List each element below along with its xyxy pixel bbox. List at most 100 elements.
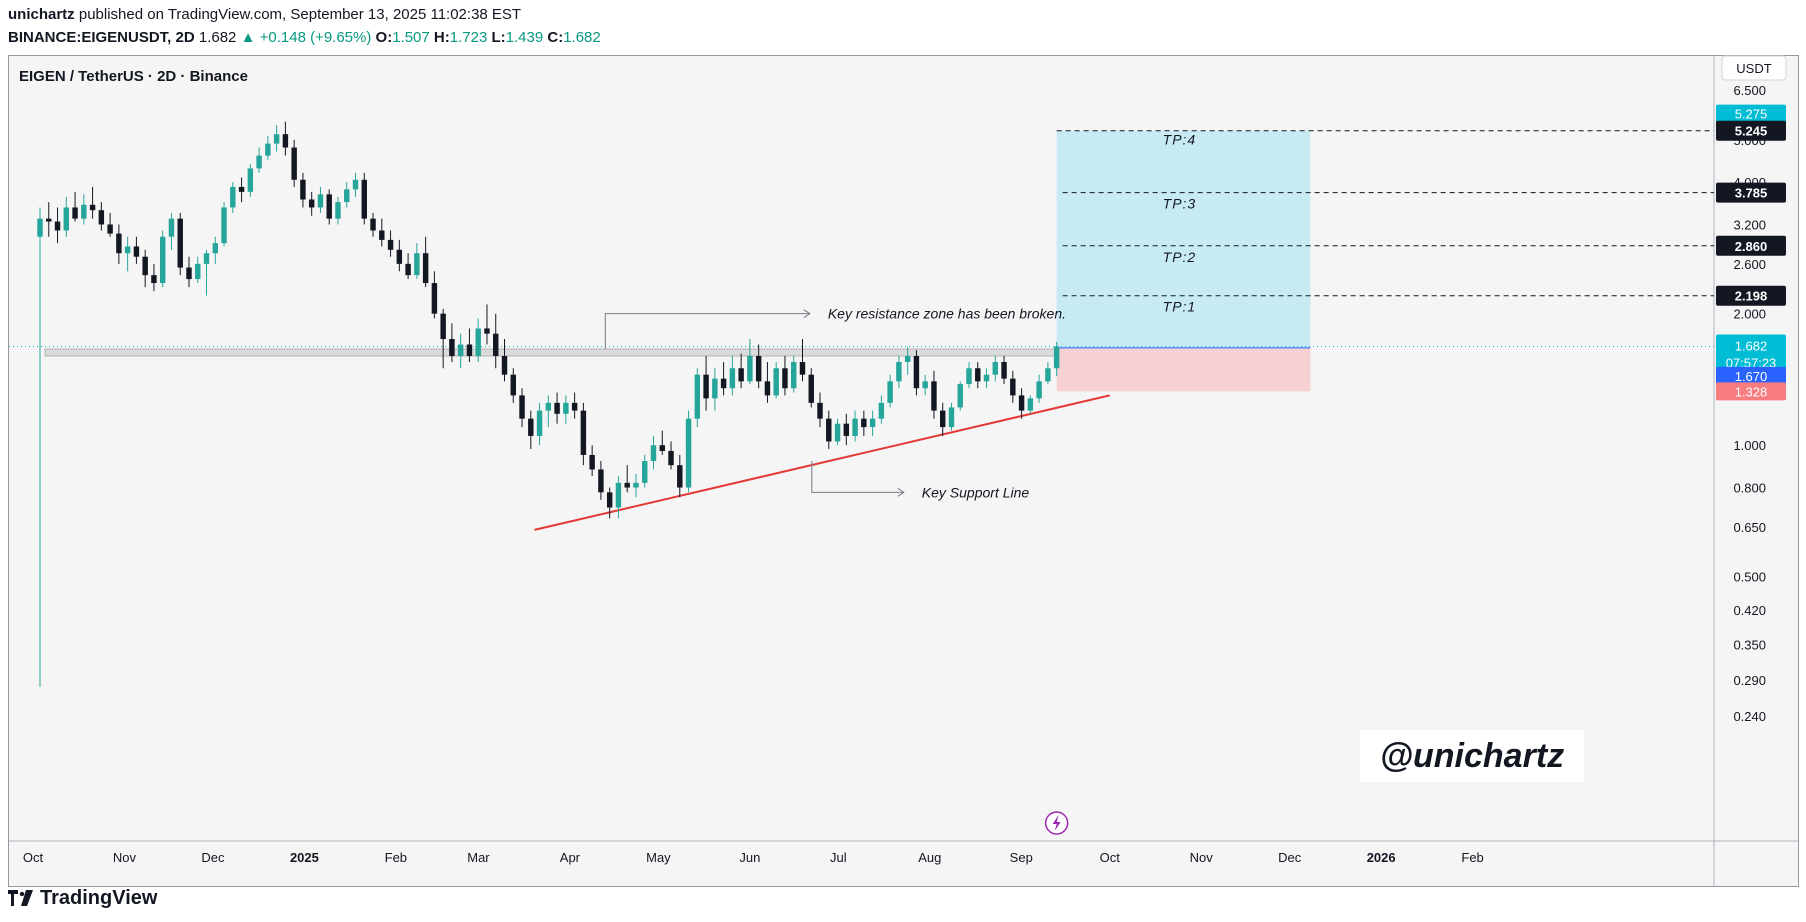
y-tick-label: 0.240 bbox=[1733, 709, 1766, 724]
candle-body bbox=[624, 482, 630, 488]
candle-body bbox=[247, 168, 254, 192]
price-label-bg bbox=[1716, 104, 1786, 123]
candle-body bbox=[1027, 398, 1034, 411]
candle-body bbox=[791, 362, 797, 389]
candle-body bbox=[46, 218, 52, 222]
candle-body bbox=[633, 482, 639, 488]
x-tick-label: Oct bbox=[1100, 850, 1121, 865]
price-label: 1.328 bbox=[1735, 384, 1768, 399]
candle-body bbox=[1036, 381, 1042, 399]
candle-body bbox=[124, 246, 131, 254]
candle-body bbox=[344, 189, 350, 203]
close-value: 1.682 bbox=[563, 29, 601, 46]
price-label: 3.785 bbox=[1735, 186, 1768, 201]
plot-area[interactable]: TP:1 TP:2 TP:3 TP:4 Key resistance zone has … bbox=[9, 121, 1714, 835]
candle-body bbox=[422, 253, 429, 284]
candle-body bbox=[212, 243, 219, 254]
tradingview-logo[interactable]: TradingView bbox=[8, 886, 157, 910]
candle-body bbox=[54, 221, 61, 231]
candle-body bbox=[37, 218, 43, 237]
x-tick-label: Feb bbox=[1461, 850, 1483, 865]
tp-label: TP:3 bbox=[1163, 196, 1197, 212]
x-tick-label: Oct bbox=[23, 850, 44, 865]
y-tick-label: 0.420 bbox=[1733, 603, 1766, 618]
support-line bbox=[534, 394, 1110, 531]
candle-body bbox=[98, 210, 105, 225]
price-label: 5.245 bbox=[1735, 124, 1768, 139]
candle-body bbox=[563, 402, 569, 414]
bar-countdown: 07:57:23 bbox=[1726, 356, 1777, 371]
candle-body bbox=[396, 249, 403, 264]
candle-body bbox=[913, 356, 920, 389]
candle-body bbox=[291, 147, 297, 180]
support-annotation-arrow bbox=[811, 461, 904, 493]
candle-body bbox=[755, 356, 762, 382]
x-tick-label: 2026 bbox=[1367, 850, 1396, 865]
x-tick-label: Sep bbox=[1010, 850, 1033, 865]
high-label: H: bbox=[433, 29, 450, 46]
candle-body bbox=[449, 338, 455, 357]
x-tick-label: 2025 bbox=[290, 850, 319, 865]
candle-body bbox=[799, 362, 806, 375]
x-tick-label: Aug bbox=[918, 850, 941, 865]
candle-body bbox=[457, 344, 464, 357]
y-tick-label: 2.000 bbox=[1733, 307, 1766, 322]
candle-body bbox=[826, 418, 832, 442]
candle-body bbox=[615, 482, 622, 508]
author-name[interactable]: unichartz bbox=[8, 6, 75, 23]
candle-body bbox=[405, 263, 411, 276]
lightning-bolt bbox=[1052, 815, 1061, 831]
y-tick-label: 6.500 bbox=[1733, 83, 1766, 98]
axes: 6.5005.0004.0003.2002.6002.0001.0000.800… bbox=[23, 55, 1787, 865]
candle-body bbox=[834, 423, 841, 442]
y-tick-label: 0.650 bbox=[1733, 520, 1766, 535]
candle-body bbox=[484, 328, 490, 334]
candle-body bbox=[63, 207, 70, 231]
candle-body bbox=[642, 461, 648, 483]
stop-zone bbox=[1056, 347, 1311, 392]
candle-body bbox=[186, 267, 192, 280]
candle-body bbox=[528, 418, 534, 436]
candle-body bbox=[501, 356, 508, 375]
close-label: C: bbox=[547, 29, 564, 46]
y-tick-label: 1.000 bbox=[1733, 438, 1766, 453]
candle-body bbox=[668, 450, 674, 466]
candle-body bbox=[414, 253, 420, 276]
tradingview-brand: TradingView bbox=[40, 886, 158, 909]
low-value: 1.439 bbox=[505, 29, 544, 46]
candle-body bbox=[475, 328, 481, 357]
resistance-arrow-head bbox=[803, 309, 811, 319]
price-labels: 5.2755.2453.7852.8602.1981.68207:57:231.… bbox=[1716, 104, 1786, 401]
candle-body bbox=[606, 492, 613, 508]
candle-body bbox=[852, 418, 858, 436]
x-tick-label: Mar bbox=[467, 850, 490, 865]
x-tick-label: Dec bbox=[1278, 850, 1302, 865]
candle-body bbox=[720, 378, 727, 389]
candle-body bbox=[440, 313, 446, 339]
candle-body bbox=[580, 410, 587, 455]
candle-body bbox=[317, 194, 324, 208]
published-text: published on TradingView.com, September … bbox=[78, 6, 522, 23]
candle-body bbox=[370, 218, 376, 231]
price-label-bg bbox=[1716, 182, 1786, 203]
candle-body bbox=[650, 445, 657, 462]
resistance-annotation: Key resistance zone has been broken. bbox=[828, 306, 1066, 322]
support-annotation: Key Support Line bbox=[922, 484, 1030, 500]
tp-label: TP:1 bbox=[1163, 299, 1197, 315]
candle-body bbox=[957, 384, 963, 408]
candle-body bbox=[168, 218, 175, 237]
plot-title: EIGEN / TetherUS · 2D · Binance bbox=[19, 68, 248, 85]
candle-body bbox=[677, 465, 683, 488]
candle-body bbox=[221, 207, 227, 244]
candle-body bbox=[747, 356, 753, 382]
y-tick-label: 3.200 bbox=[1733, 217, 1766, 232]
x-tick-label: Feb bbox=[385, 850, 407, 865]
price-label: 1.670 bbox=[1735, 369, 1768, 384]
candle-body bbox=[896, 362, 902, 382]
candle-body bbox=[230, 186, 236, 208]
x-tick-label: Jun bbox=[739, 850, 760, 865]
x-tick-label: May bbox=[646, 850, 671, 865]
open-value: 1.507 bbox=[392, 29, 430, 46]
candle-body bbox=[203, 253, 210, 264]
